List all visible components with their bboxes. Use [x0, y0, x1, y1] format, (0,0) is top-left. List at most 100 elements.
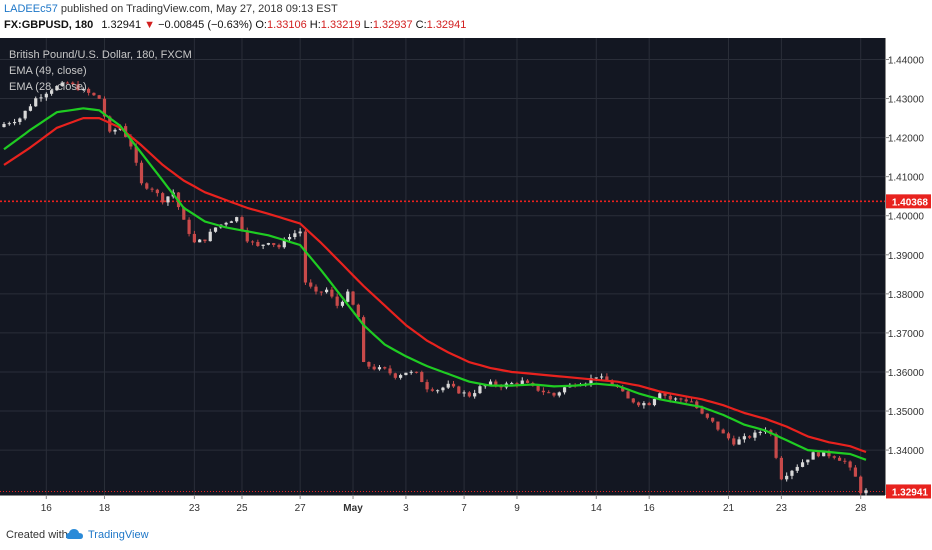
- plot-area[interactable]: [0, 38, 885, 495]
- price-axis[interactable]: [885, 38, 932, 495]
- candle[interactable]: [525, 378, 530, 384]
- candle[interactable]: [425, 379, 429, 393]
- candle[interactable]: [414, 371, 419, 374]
- candle[interactable]: [235, 216, 239, 223]
- candle[interactable]: [774, 432, 778, 460]
- candle[interactable]: [34, 96, 38, 107]
- candle[interactable]: [785, 472, 789, 482]
- candle[interactable]: [436, 389, 440, 394]
- candle[interactable]: [637, 401, 641, 408]
- candle[interactable]: [695, 399, 699, 409]
- candle[interactable]: [155, 188, 159, 197]
- candle[interactable]: [229, 220, 233, 223]
- candle[interactable]: [457, 385, 461, 394]
- candle[interactable]: [97, 94, 101, 99]
- candle[interactable]: [23, 110, 27, 121]
- candle[interactable]: [430, 387, 434, 392]
- candle[interactable]: [76, 80, 80, 91]
- candle[interactable]: [309, 279, 313, 289]
- candle[interactable]: [39, 94, 43, 102]
- candle[interactable]: [806, 459, 810, 465]
- candle[interactable]: [859, 475, 863, 495]
- candle[interactable]: [28, 103, 33, 112]
- candle[interactable]: [272, 242, 276, 248]
- candle[interactable]: [277, 243, 281, 250]
- candle[interactable]: [393, 372, 397, 380]
- candle[interactable]: [631, 398, 635, 404]
- candle[interactable]: [711, 417, 715, 423]
- candle[interactable]: [150, 187, 154, 193]
- candle[interactable]: [510, 381, 514, 385]
- tradingview-link[interactable]: TradingView: [88, 529, 149, 541]
- candle[interactable]: [303, 229, 308, 285]
- candle[interactable]: [261, 244, 265, 250]
- candle[interactable]: [684, 397, 688, 403]
- candle[interactable]: [748, 435, 752, 440]
- candle[interactable]: [790, 469, 794, 480]
- candle[interactable]: [599, 373, 604, 381]
- candle[interactable]: [65, 81, 70, 84]
- candle[interactable]: [732, 435, 736, 447]
- candle[interactable]: [832, 455, 836, 460]
- candle[interactable]: [848, 460, 852, 471]
- candle[interactable]: [837, 455, 842, 461]
- candle[interactable]: [113, 128, 117, 135]
- candle[interactable]: [800, 459, 805, 468]
- candle[interactable]: [330, 286, 334, 299]
- candle[interactable]: [161, 191, 165, 205]
- candle[interactable]: [346, 289, 350, 303]
- candle[interactable]: [404, 372, 408, 376]
- candle[interactable]: [187, 217, 191, 237]
- candle[interactable]: [49, 88, 54, 96]
- candle[interactable]: [758, 430, 762, 436]
- candle[interactable]: [256, 239, 260, 247]
- candle[interactable]: [716, 421, 720, 432]
- candle[interactable]: [409, 370, 413, 375]
- candle[interactable]: [335, 293, 339, 309]
- candle[interactable]: [372, 364, 376, 371]
- candle[interactable]: [145, 182, 149, 190]
- candle[interactable]: [44, 92, 48, 101]
- candle[interactable]: [441, 386, 445, 393]
- candle[interactable]: [139, 160, 144, 186]
- candle[interactable]: [92, 92, 96, 97]
- candle[interactable]: [562, 386, 567, 395]
- candle[interactable]: [81, 87, 85, 91]
- candle[interactable]: [705, 413, 709, 420]
- candle[interactable]: [679, 397, 683, 403]
- candle[interactable]: [245, 227, 249, 244]
- candle[interactable]: [203, 239, 207, 244]
- candle[interactable]: [795, 464, 799, 474]
- candle[interactable]: [166, 196, 170, 206]
- candle[interactable]: [547, 390, 551, 394]
- candle[interactable]: [753, 430, 757, 441]
- ema-28-line[interactable]: [3, 107, 867, 461]
- candle[interactable]: [420, 370, 424, 383]
- candle[interactable]: [536, 385, 540, 392]
- candle[interactable]: [87, 87, 91, 96]
- candle[interactable]: [853, 465, 858, 477]
- candle[interactable]: [192, 230, 196, 244]
- candle[interactable]: [541, 387, 546, 396]
- candle[interactable]: [12, 118, 17, 126]
- candle[interactable]: [383, 366, 387, 370]
- candle[interactable]: [18, 117, 22, 125]
- candle[interactable]: [266, 242, 271, 246]
- candle[interactable]: [287, 233, 292, 242]
- candle[interactable]: [779, 456, 783, 481]
- candle[interactable]: [843, 458, 847, 464]
- candle[interactable]: [721, 428, 725, 434]
- candle[interactable]: [250, 240, 255, 246]
- candle[interactable]: [362, 315, 366, 363]
- candle[interactable]: [478, 383, 482, 395]
- candle[interactable]: [388, 365, 392, 376]
- candle[interactable]: [557, 391, 561, 398]
- candle[interactable]: [737, 436, 741, 445]
- author-link[interactable]: LADEEc57: [4, 3, 58, 15]
- candle[interactable]: [198, 238, 202, 243]
- candle[interactable]: [451, 380, 456, 388]
- candle[interactable]: [816, 451, 821, 458]
- candle[interactable]: [55, 85, 59, 91]
- candle[interactable]: [2, 122, 6, 128]
- price-chart[interactable]: 1.44000 1.43000 1.42000 1.41000 1.40000 1.390…: [0, 0, 932, 519]
